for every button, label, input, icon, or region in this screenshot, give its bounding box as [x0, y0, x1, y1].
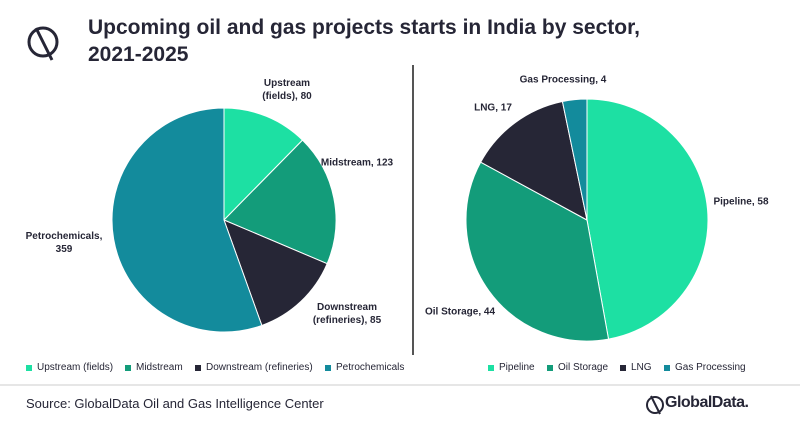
- legend-item: Pipeline: [488, 362, 535, 373]
- legend-swatch: [664, 364, 670, 371]
- brand-icon: [27, 26, 59, 61]
- legend-item: Midstream: [125, 362, 183, 373]
- pie-slice: [223, 219, 328, 327]
- legend-swatch: [620, 364, 626, 371]
- pie-slice: [586, 98, 709, 340]
- pie-slice: [480, 100, 588, 221]
- chart-title: Upcoming oil and gas projects starts in …: [88, 16, 640, 66]
- legend-label: Pipeline: [499, 362, 535, 373]
- pie-slice: [561, 98, 588, 221]
- legend-item: Upstream (fields): [26, 362, 113, 373]
- legend-label: Oil Storage: [558, 362, 609, 373]
- legend-swatch: [325, 364, 331, 371]
- legend-item: LNG: [620, 362, 652, 373]
- pie-slice: [223, 139, 337, 265]
- logo-text: GlobalData.: [665, 394, 749, 411]
- data-label: Gas Processing, 4: [519, 74, 607, 86]
- logo-icon: [646, 395, 664, 415]
- data-label: Oil Storage, 44: [424, 306, 496, 318]
- legend-item: Downstream (refineries): [195, 362, 313, 373]
- legend-item: Oil Storage: [547, 362, 608, 373]
- legend-swatch: [195, 364, 201, 371]
- legend-label: LNG: [631, 362, 652, 373]
- data-label: Downstream (refineries), 85: [312, 302, 382, 326]
- legend-label: Gas Processing: [675, 362, 746, 373]
- data-label: LNG, 17: [474, 102, 512, 114]
- legend-label: Upstream (fields): [37, 362, 114, 373]
- legend-label: Downstream (refineries): [206, 362, 313, 373]
- pie-slice: [223, 107, 304, 222]
- legend-swatch: [26, 364, 32, 371]
- legend-swatch: [125, 364, 131, 371]
- legend-label: Petrochemicals: [336, 362, 405, 373]
- data-label: Pipeline, 58: [713, 196, 769, 208]
- data-label: Upstream (fields), 80: [262, 78, 312, 102]
- legend-swatch: [488, 364, 494, 371]
- legend-item: Petrochemicals: [325, 362, 404, 373]
- legend-label: Midstream: [136, 362, 183, 373]
- data-label: Petrochemicals, 359: [25, 231, 103, 255]
- data-label: Midstream, 123: [320, 157, 394, 169]
- legend-item: Gas Processing: [664, 362, 746, 373]
- source: Source: GlobalData Oil and Gas Intellige…: [26, 396, 324, 411]
- pie-slice: [465, 161, 610, 342]
- pie-slice: [111, 107, 263, 333]
- legend-swatch: [547, 364, 553, 371]
